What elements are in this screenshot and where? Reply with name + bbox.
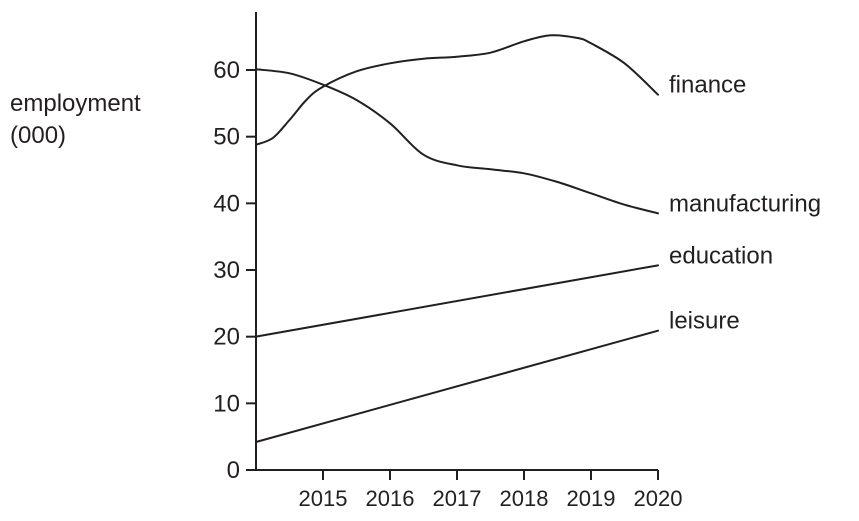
y-axis-ticks: 0 10 20 30 40 50 60 (213, 57, 256, 484)
series-line-manufacturing (255, 68, 659, 215)
series-line-finance (255, 34, 659, 146)
y-axis-label-line-1: employment (10, 90, 141, 117)
series-label-finance: finance (669, 72, 746, 99)
series-group: finance manufacturing education leisure (255, 34, 821, 443)
y-tick-label-50: 50 (213, 124, 240, 151)
y-tick-label-0: 0 (227, 457, 240, 484)
series-label-education: education (669, 242, 773, 269)
series-label-leisure: leisure (669, 308, 740, 335)
x-tick-label-2018: 2018 (500, 486, 549, 511)
y-tick-label-30: 30 (213, 257, 240, 284)
y-axis-label-line-2: (000) (10, 122, 66, 149)
y-tick-label-20: 20 (213, 324, 240, 351)
series-label-manufacturing: manufacturing (669, 190, 821, 217)
x-tick-label-2016: 2016 (366, 486, 415, 511)
series-line-education (255, 264, 659, 338)
y-tick-label-10: 10 (213, 390, 240, 417)
y-tick-label-40: 40 (213, 190, 240, 217)
x-tick-label-2019: 2019 (567, 486, 616, 511)
x-tick-label-2017: 2017 (433, 486, 482, 511)
series-line-leisure (255, 329, 659, 443)
x-tick-label-2015: 2015 (299, 486, 348, 511)
x-axis-ticks: 2015 2016 2017 2018 2019 2020 (299, 470, 683, 511)
x-tick-label-2020: 2020 (634, 486, 683, 511)
y-tick-label-60: 60 (213, 57, 240, 84)
